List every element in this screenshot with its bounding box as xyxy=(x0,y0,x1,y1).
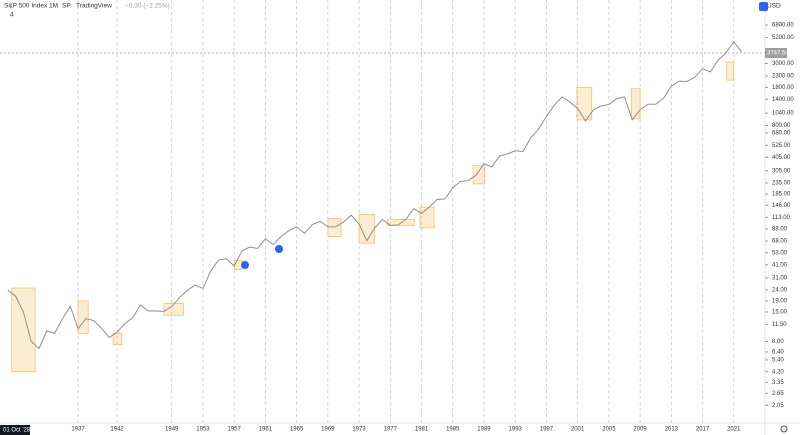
x-tick-label: 1961 xyxy=(259,427,273,433)
y-tick-label: 405.00 xyxy=(772,155,791,161)
highlight-box xyxy=(631,88,641,120)
y-tick-label: 88.00 xyxy=(772,227,788,233)
y-tick-label: 3.35 xyxy=(772,380,784,386)
highlight-box xyxy=(112,333,123,345)
cursor-date: 01 Oct '28 xyxy=(3,428,31,434)
x-tick-label: 1985 xyxy=(446,427,460,433)
cursor-date-box xyxy=(0,425,30,435)
y-tick-label: 6800.00 xyxy=(772,23,794,29)
source: TradingView xyxy=(76,3,112,10)
y-tick-label: 68.00 xyxy=(772,239,788,245)
x-tick-label: 2009 xyxy=(633,427,647,433)
y-tick-label: 5200.00 xyxy=(772,35,794,41)
y-tick-label: 11.50 xyxy=(772,322,787,328)
settings-button[interactable] xyxy=(780,425,788,433)
y-tick-label: 525.00 xyxy=(772,143,791,149)
y-tick-label: 6.40 xyxy=(772,350,784,356)
y-tick-label: 113.00 xyxy=(772,215,791,221)
highlight-box xyxy=(327,218,342,237)
x-tick-label: 2013 xyxy=(665,427,679,433)
x-tick-label: 1993 xyxy=(509,427,523,433)
y-tick-label: 1040.00 xyxy=(772,111,794,117)
y-tick-label: 305.00 xyxy=(772,168,791,174)
y-tick-label: 5.40 xyxy=(772,357,784,363)
y-tick-label: 2300.00 xyxy=(772,73,794,79)
y-tick-label: 146.00 xyxy=(772,203,791,209)
y-tick-label: 185.00 xyxy=(772,192,791,198)
event-icon[interactable] xyxy=(241,261,249,269)
highlight-box xyxy=(11,287,36,373)
last-price-box xyxy=(765,48,787,59)
x-tick-label: 1957 xyxy=(228,427,242,433)
interval[interactable]: 1M xyxy=(49,3,58,10)
plot-area xyxy=(0,0,765,423)
x-tick-label: 1997 xyxy=(540,427,554,433)
exchange: SP xyxy=(62,3,71,10)
x-tick-label: 1977 xyxy=(384,427,398,433)
x-tick-label: 1965 xyxy=(290,427,304,433)
highlight-box xyxy=(472,165,486,185)
price-line xyxy=(7,40,742,350)
x-tick-label: 1953 xyxy=(196,427,210,433)
y-tick-label: 19.00 xyxy=(772,298,788,304)
currency-button[interactable] xyxy=(759,2,768,11)
highlight-box xyxy=(358,214,376,244)
y-tick-label: 3000.00 xyxy=(772,61,794,67)
x-tick-label: 1937 xyxy=(71,427,85,433)
y-tick-label: 15.00 xyxy=(772,310,788,316)
y-tick-label: 1800.00 xyxy=(772,85,794,91)
symbol[interactable]: S&P 500 Index xyxy=(4,3,48,10)
highlight-box xyxy=(233,260,243,271)
x-tick-label: 1989 xyxy=(477,427,491,433)
x-tick-label: 2001 xyxy=(571,427,585,433)
y-tick-label: 1400.00 xyxy=(772,97,794,103)
highlight-box xyxy=(163,303,184,316)
y-tick-label: 800.00 xyxy=(772,123,791,129)
y-tick-label: 24.00 xyxy=(772,288,788,294)
last-price-label: 3747.54 xyxy=(767,51,789,57)
currency[interactable]: USD xyxy=(767,3,781,10)
y-tick-label: 4.20 xyxy=(772,369,784,375)
y-tick-label: 8.00 xyxy=(772,339,784,345)
y-tick-label: 2.05 xyxy=(772,403,784,409)
y-tick-label: 235.00 xyxy=(772,180,791,186)
x-tick-label: 1969 xyxy=(321,427,335,433)
y-tick-label: 31.00 xyxy=(772,276,788,282)
highlight-box xyxy=(419,206,435,229)
x-tick-label: 2017 xyxy=(696,427,710,433)
y-tick-label: 2.65 xyxy=(772,391,784,397)
x-tick-label: 2005 xyxy=(602,427,616,433)
y-tick-label: 680.00 xyxy=(772,131,791,137)
change: −0.30 (−2.25%) xyxy=(125,3,170,10)
y-tick-label: 41.00 xyxy=(772,262,788,268)
y-tick-label: 53.00 xyxy=(772,250,788,256)
highlight-box xyxy=(726,61,735,81)
x-tick-label: 1973 xyxy=(352,427,366,433)
x-tick-label: 1981 xyxy=(415,427,429,433)
indicator-count[interactable]: 4 xyxy=(10,12,14,19)
event-icon[interactable] xyxy=(275,245,283,253)
x-tick-label: 2021 xyxy=(727,427,741,433)
highlight-box xyxy=(77,300,89,334)
x-tick-label: 1949 xyxy=(165,427,179,433)
x-tick-label: 1942 xyxy=(110,427,124,433)
